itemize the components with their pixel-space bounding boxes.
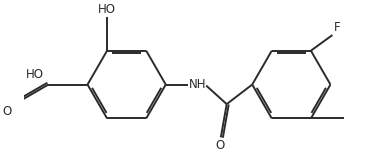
Text: O: O: [3, 105, 12, 118]
Text: NH: NH: [189, 78, 207, 91]
Text: F: F: [333, 21, 340, 34]
Text: HO: HO: [26, 68, 44, 81]
Text: HO: HO: [98, 3, 116, 16]
Text: O: O: [215, 139, 225, 152]
